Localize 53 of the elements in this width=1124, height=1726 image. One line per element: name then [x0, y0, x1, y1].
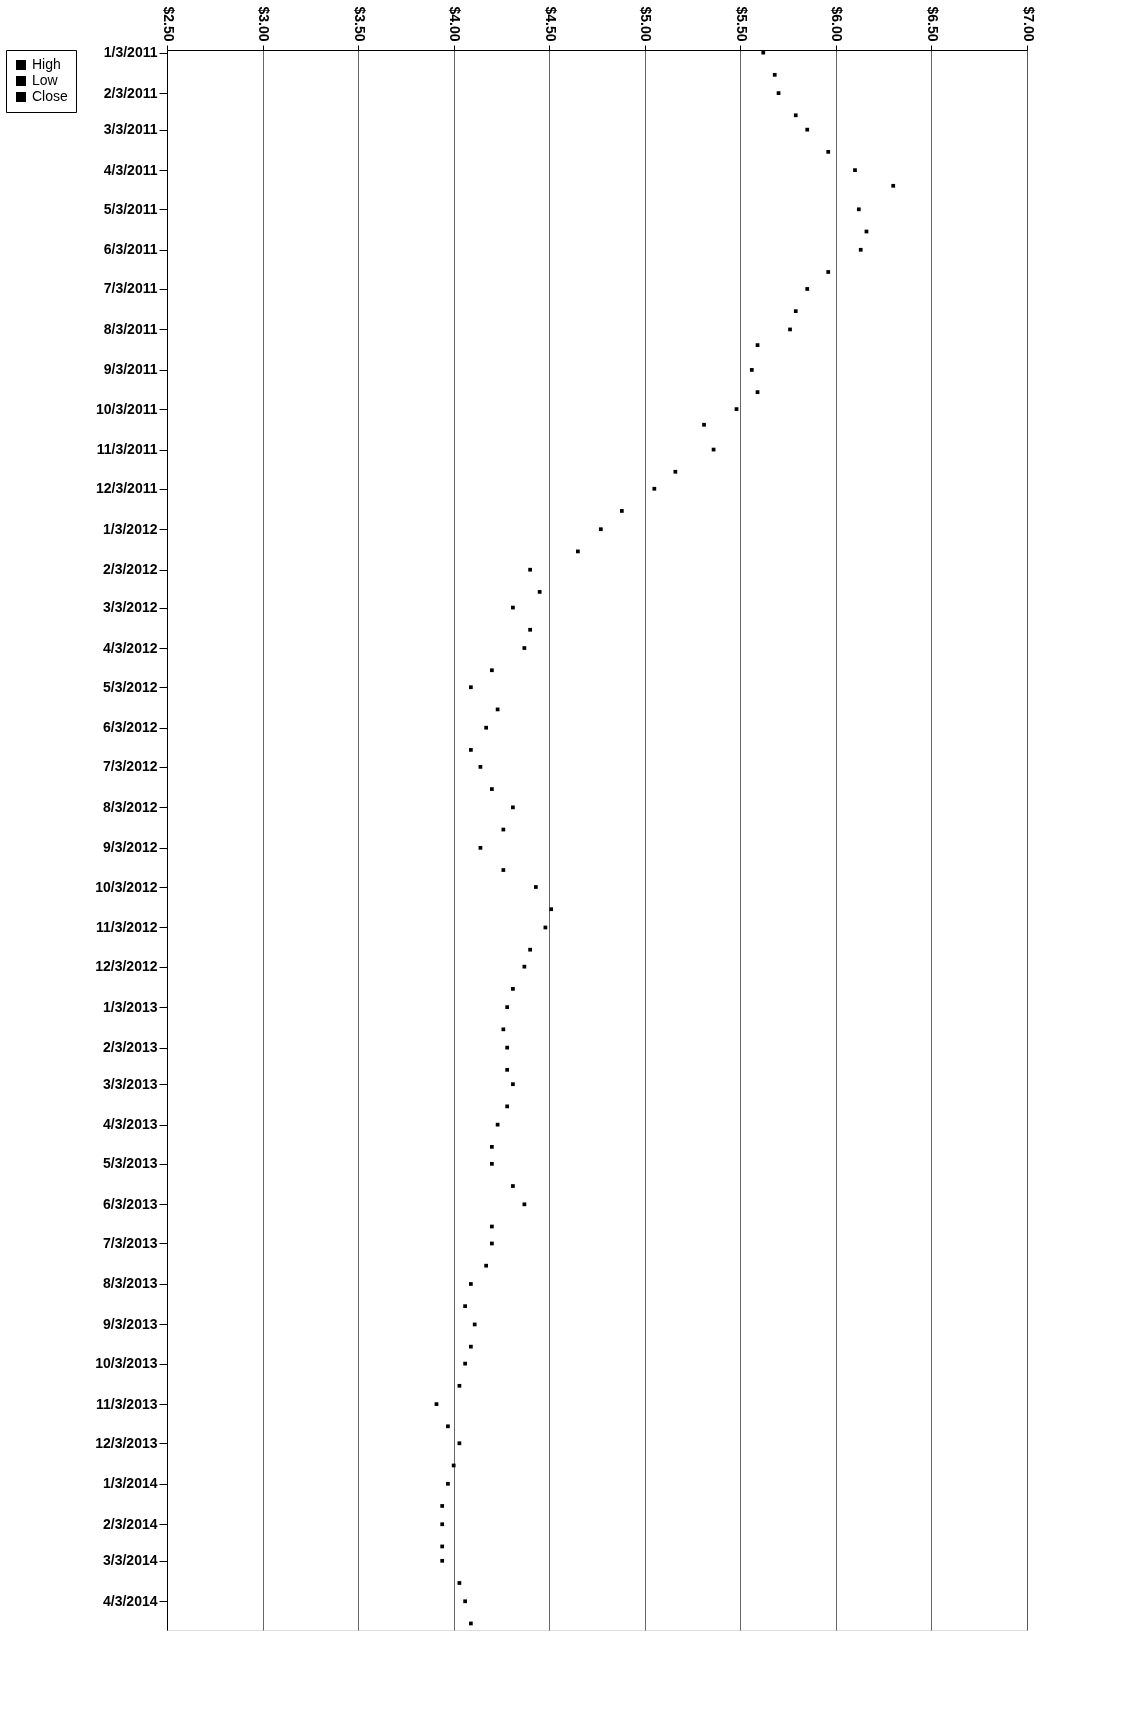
- y-tick-label: 3/3/2011: [103, 121, 158, 138]
- y-tick-label: 2/3/2014: [103, 1515, 158, 1532]
- y-tick-label: 6/3/2012: [103, 719, 158, 736]
- y-tick-label: 10/3/2012: [95, 878, 158, 895]
- y-tick-label: 2/3/2012: [103, 561, 158, 578]
- y-tick-label: 5/3/2013: [103, 1155, 158, 1172]
- x-tick-label: $5.50: [733, 6, 750, 42]
- y-tick-label: 2/3/2013: [103, 1039, 158, 1056]
- legend-label: High: [32, 56, 61, 72]
- y-tick-label: 1/3/2012: [103, 520, 158, 537]
- y-tick-label: 12/3/2013: [95, 1434, 158, 1451]
- y-tick-label: 1/3/2013: [103, 998, 158, 1015]
- y-tick-label: 3/3/2013: [103, 1075, 158, 1092]
- x-tick-label: $2.50: [160, 6, 177, 42]
- y-tick-label: 11/3/2013: [95, 1395, 158, 1412]
- y-tick-label: 12/3/2012: [95, 958, 158, 975]
- y-tick-label: 8/3/2012: [103, 798, 158, 815]
- y-tick-label: 11/3/2011: [96, 441, 158, 458]
- y-tick-label: 1/3/2011: [103, 44, 158, 61]
- y-tick-label: 9/3/2012: [103, 839, 158, 856]
- x-tick-label: $5.00: [638, 6, 655, 42]
- x-tick-label: $6.50: [924, 6, 941, 42]
- y-tick-label: 2/3/2011: [103, 84, 158, 101]
- y-tick-label: 6/3/2011: [103, 241, 158, 258]
- x-tick-label: $4.00: [447, 6, 464, 42]
- x-tick-label: $6.00: [829, 6, 846, 42]
- y-tick-label: 1/3/2014: [103, 1475, 158, 1492]
- y-tick-label: 5/3/2012: [103, 678, 158, 695]
- y-tick-label: 10/3/2013: [95, 1355, 158, 1372]
- y-tick-label: 4/3/2013: [103, 1116, 158, 1133]
- y-tick-label: 4/3/2012: [103, 639, 158, 656]
- y-tick-label: 7/3/2012: [103, 758, 158, 775]
- y-tick-label: 3/3/2012: [103, 599, 158, 616]
- y-tick-label: 7/3/2011: [103, 280, 158, 297]
- y-tick-label: 8/3/2011: [103, 320, 158, 337]
- y-tick-label: 9/3/2011: [103, 361, 158, 378]
- y-tick-label: 8/3/2013: [103, 1275, 158, 1292]
- y-tick-label: 7/3/2013: [103, 1234, 158, 1251]
- x-tick-label: $7.00: [1020, 6, 1037, 42]
- x-tick-label: $3.50: [351, 6, 368, 42]
- y-tick-label: 12/3/2011: [95, 480, 158, 497]
- legend-label: Close: [32, 88, 69, 104]
- y-tick-label: 6/3/2013: [103, 1195, 158, 1212]
- x-tick-label: $3.00: [256, 6, 273, 42]
- y-tick-label: 4/3/2011: [103, 161, 158, 178]
- legend-label: Low: [32, 72, 59, 88]
- y-tick-label: 3/3/2014: [103, 1552, 158, 1569]
- y-tick-label: 5/3/2011: [103, 200, 158, 217]
- x-tick-label: $4.50: [542, 6, 559, 42]
- y-tick-label: 11/3/2012: [95, 918, 158, 935]
- y-tick-label: 9/3/2013: [103, 1315, 158, 1332]
- y-tick-label: 10/3/2011: [95, 400, 158, 417]
- y-tick-label: 4/3/2014: [103, 1592, 158, 1609]
